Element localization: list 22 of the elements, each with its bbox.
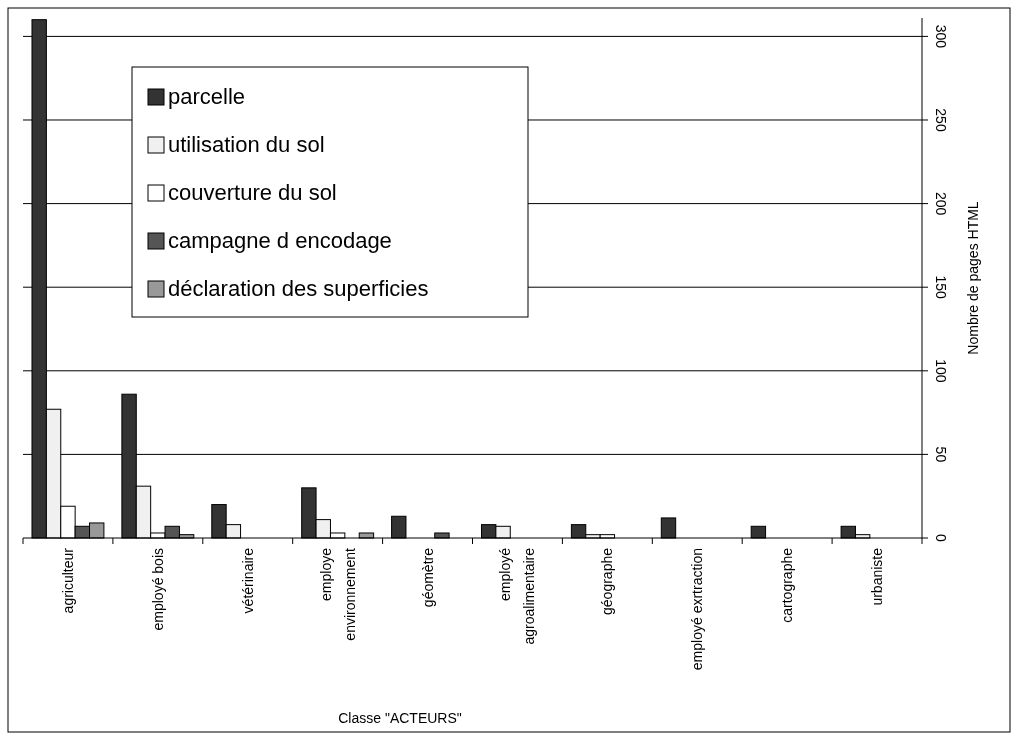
legend-label: campagne d encodage	[168, 228, 392, 253]
legend-label: utilisation du sol	[168, 132, 325, 157]
x-tick-label: urbaniste	[869, 547, 886, 606]
y-tick-label: 250	[933, 108, 949, 132]
x-tick-label: géographe	[599, 547, 616, 615]
x-tick-label: cartographe	[779, 547, 796, 623]
legend-label: déclaration des superficies	[168, 276, 429, 301]
x-tick-label: géomètre	[419, 547, 436, 608]
x-axis-title: Classe "ACTEURS"	[338, 710, 462, 726]
x-tick-label: agriculteur	[59, 547, 76, 614]
y-tick-label: 300	[933, 24, 949, 49]
y-axis-title: Nombre de pages HTML	[965, 201, 981, 355]
y-tick-label: 50	[933, 446, 949, 463]
legend-label: parcelle	[168, 84, 246, 109]
y-tick-label: 150	[933, 275, 949, 300]
x-tick-label: employé exrtraction	[689, 548, 706, 671]
y-tick-label: 0	[933, 534, 949, 543]
x-tick-label: employé bois	[149, 548, 166, 631]
y-tick-label: 200	[933, 191, 949, 216]
y-tick-label: 100	[933, 359, 949, 383]
x-tick-label: vétérinaire	[239, 547, 256, 614]
legend-label: couverture du sol	[168, 180, 337, 205]
